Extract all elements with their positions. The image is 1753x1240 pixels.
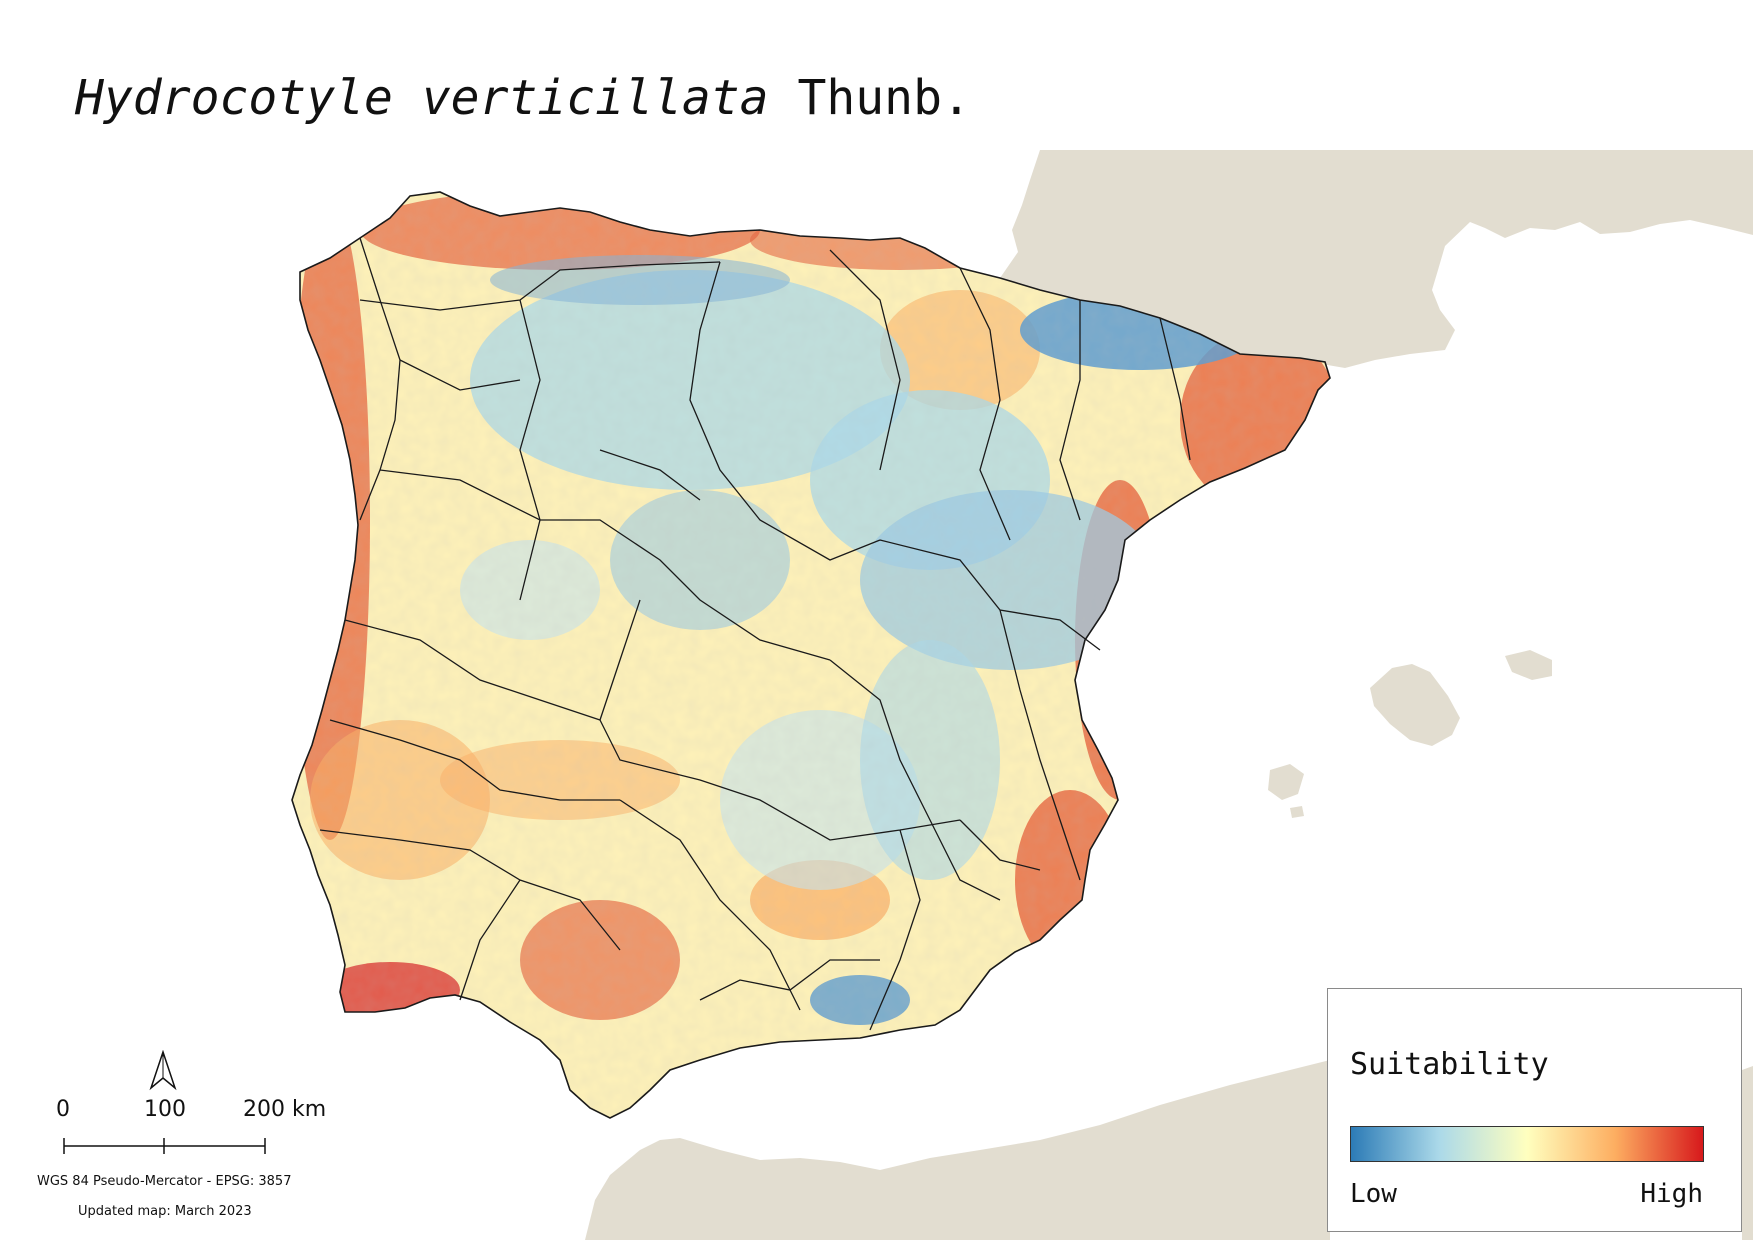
species-author: Thunb. [797,70,971,126]
menorca [1505,650,1552,680]
mallorca [1370,664,1460,746]
legend: Suitability Low High [1327,988,1742,1232]
scale-bar [63,1138,266,1154]
crs-label: WGS 84 Pseudo-Mercator - EPSG: 3857 [37,1174,292,1189]
north-arrow-icon [148,1049,178,1096]
admin-boundaries [291,191,1331,1119]
map-title: Hydrocotyle verticillata Thunb. [75,70,971,126]
france-landmass [1000,150,1753,368]
legend-high-label: High [1640,1179,1703,1209]
formentera [1290,806,1304,818]
legend-low-label: Low [1350,1179,1397,1209]
scale-label-0: 0 [56,1097,70,1122]
legend-color-ramp [1350,1126,1704,1162]
scale-label-200: 200 km [243,1097,327,1122]
scale-bar-labels: 0 100 200 km [40,1097,340,1127]
legend-title: Suitability [1350,1047,1549,1082]
north-africa-landmass [585,1060,1330,1240]
species-name: Hydrocotyle verticillata [75,70,769,126]
ibiza [1268,764,1304,800]
north-africa-east [1742,1066,1753,1240]
updated-date-label: Updated map: March 2023 [78,1204,252,1219]
map-canvas[interactable] [0,150,1753,1240]
scale-label-100: 100 [144,1097,186,1122]
